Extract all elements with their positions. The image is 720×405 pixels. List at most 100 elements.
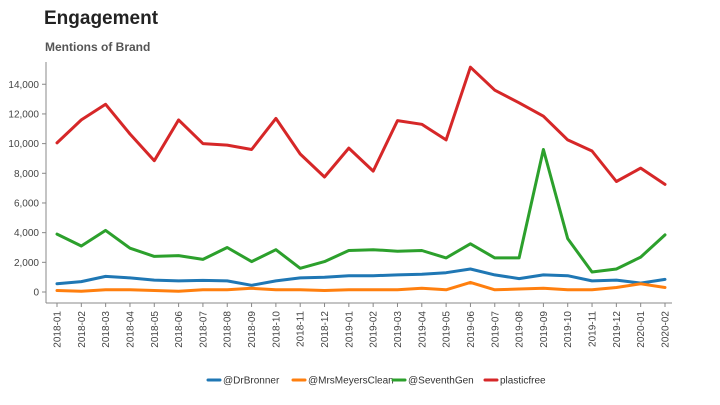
data-point[interactable] xyxy=(250,284,253,287)
data-point[interactable] xyxy=(177,118,180,121)
data-point[interactable] xyxy=(639,256,642,259)
data-point[interactable] xyxy=(80,118,83,121)
data-point[interactable] xyxy=(347,147,350,150)
data-point[interactable] xyxy=(566,237,569,240)
data-point[interactable] xyxy=(469,242,472,245)
legend-item[interactable]: plasticfree xyxy=(483,376,546,387)
data-point[interactable] xyxy=(226,279,229,282)
data-point[interactable] xyxy=(153,279,156,282)
data-point[interactable] xyxy=(518,288,521,291)
data-point[interactable] xyxy=(518,101,521,104)
legend-item[interactable]: @MrsMeyersClean xyxy=(291,376,394,387)
data-point[interactable] xyxy=(323,176,326,179)
legend-item[interactable]: @DrBronner xyxy=(206,376,280,387)
data-point[interactable] xyxy=(129,247,132,250)
legend-item[interactable]: @SeventhGen xyxy=(391,376,474,387)
data-point[interactable] xyxy=(566,274,569,277)
data-point[interactable] xyxy=(129,133,132,136)
data-point[interactable] xyxy=(177,290,180,293)
data-point[interactable] xyxy=(80,280,83,283)
data-point[interactable] xyxy=(469,66,472,69)
data-point[interactable] xyxy=(372,274,375,277)
data-point[interactable] xyxy=(250,287,253,290)
series-line-2[interactable] xyxy=(55,148,667,274)
data-point[interactable] xyxy=(518,256,521,259)
chart-legend[interactable]: @DrBronner @MrsMeyersClean @SeventhGen plas… xyxy=(206,376,546,387)
data-point[interactable] xyxy=(274,117,277,120)
series-line-3[interactable] xyxy=(55,65,667,186)
data-point[interactable] xyxy=(104,103,107,106)
data-point[interactable] xyxy=(469,268,472,271)
data-point[interactable] xyxy=(201,288,204,291)
data-point[interactable] xyxy=(615,180,618,183)
data-point[interactable] xyxy=(664,233,667,236)
data-point[interactable] xyxy=(420,287,423,290)
data-point[interactable] xyxy=(299,153,302,156)
data-point[interactable] xyxy=(153,255,156,258)
data-point[interactable] xyxy=(201,258,204,261)
data-point[interactable] xyxy=(56,289,59,292)
series-line-0[interactable] xyxy=(55,267,667,287)
data-point[interactable] xyxy=(201,279,204,282)
data-point[interactable] xyxy=(518,277,521,280)
data-point[interactable] xyxy=(201,142,204,145)
data-point[interactable] xyxy=(104,275,107,278)
data-point[interactable] xyxy=(299,267,302,270)
data-point[interactable] xyxy=(591,150,594,153)
data-point[interactable] xyxy=(420,273,423,276)
data-point[interactable] xyxy=(347,274,350,277)
data-point[interactable] xyxy=(396,273,399,276)
data-point[interactable] xyxy=(129,276,132,279)
data-point[interactable] xyxy=(80,290,83,293)
data-point[interactable] xyxy=(274,248,277,251)
data-point[interactable] xyxy=(639,167,642,170)
data-point[interactable] xyxy=(396,250,399,253)
data-point[interactable] xyxy=(323,289,326,292)
data-point[interactable] xyxy=(153,289,156,292)
data-point[interactable] xyxy=(493,288,496,291)
data-point[interactable] xyxy=(56,141,59,144)
data-point[interactable] xyxy=(445,138,448,141)
data-point[interactable] xyxy=(153,159,156,162)
data-point[interactable] xyxy=(664,183,667,186)
data-point[interactable] xyxy=(250,260,253,263)
data-point[interactable] xyxy=(664,286,667,289)
data-point[interactable] xyxy=(80,245,83,248)
data-point[interactable] xyxy=(664,278,667,281)
data-point[interactable] xyxy=(493,89,496,92)
data-point[interactable] xyxy=(56,282,59,285)
data-point[interactable] xyxy=(445,256,448,259)
data-point[interactable] xyxy=(542,273,545,276)
data-point[interactable] xyxy=(226,246,229,249)
data-point[interactable] xyxy=(591,288,594,291)
data-point[interactable] xyxy=(347,288,350,291)
data-point[interactable] xyxy=(420,249,423,252)
data-point[interactable] xyxy=(299,276,302,279)
data-point[interactable] xyxy=(347,249,350,252)
data-point[interactable] xyxy=(591,279,594,282)
data-point[interactable] xyxy=(274,288,277,291)
data-point[interactable] xyxy=(639,282,642,285)
data-point[interactable] xyxy=(566,138,569,141)
data-point[interactable] xyxy=(615,268,618,271)
data-point[interactable] xyxy=(299,288,302,291)
data-point[interactable] xyxy=(56,233,59,236)
data-point[interactable] xyxy=(372,288,375,291)
series-line-1[interactable] xyxy=(55,280,667,293)
data-point[interactable] xyxy=(615,279,618,282)
data-point[interactable] xyxy=(274,279,277,282)
data-point[interactable] xyxy=(177,279,180,282)
data-point[interactable] xyxy=(469,281,472,284)
data-point[interactable] xyxy=(250,148,253,151)
data-point[interactable] xyxy=(566,288,569,291)
data-point[interactable] xyxy=(226,144,229,147)
data-point[interactable] xyxy=(445,271,448,274)
data-point[interactable] xyxy=(323,276,326,279)
data-point[interactable] xyxy=(542,148,545,151)
data-point[interactable] xyxy=(493,256,496,259)
data-point[interactable] xyxy=(104,229,107,232)
data-point[interactable] xyxy=(323,260,326,263)
data-point[interactable] xyxy=(445,288,448,291)
data-point[interactable] xyxy=(177,254,180,257)
data-point[interactable] xyxy=(396,119,399,122)
